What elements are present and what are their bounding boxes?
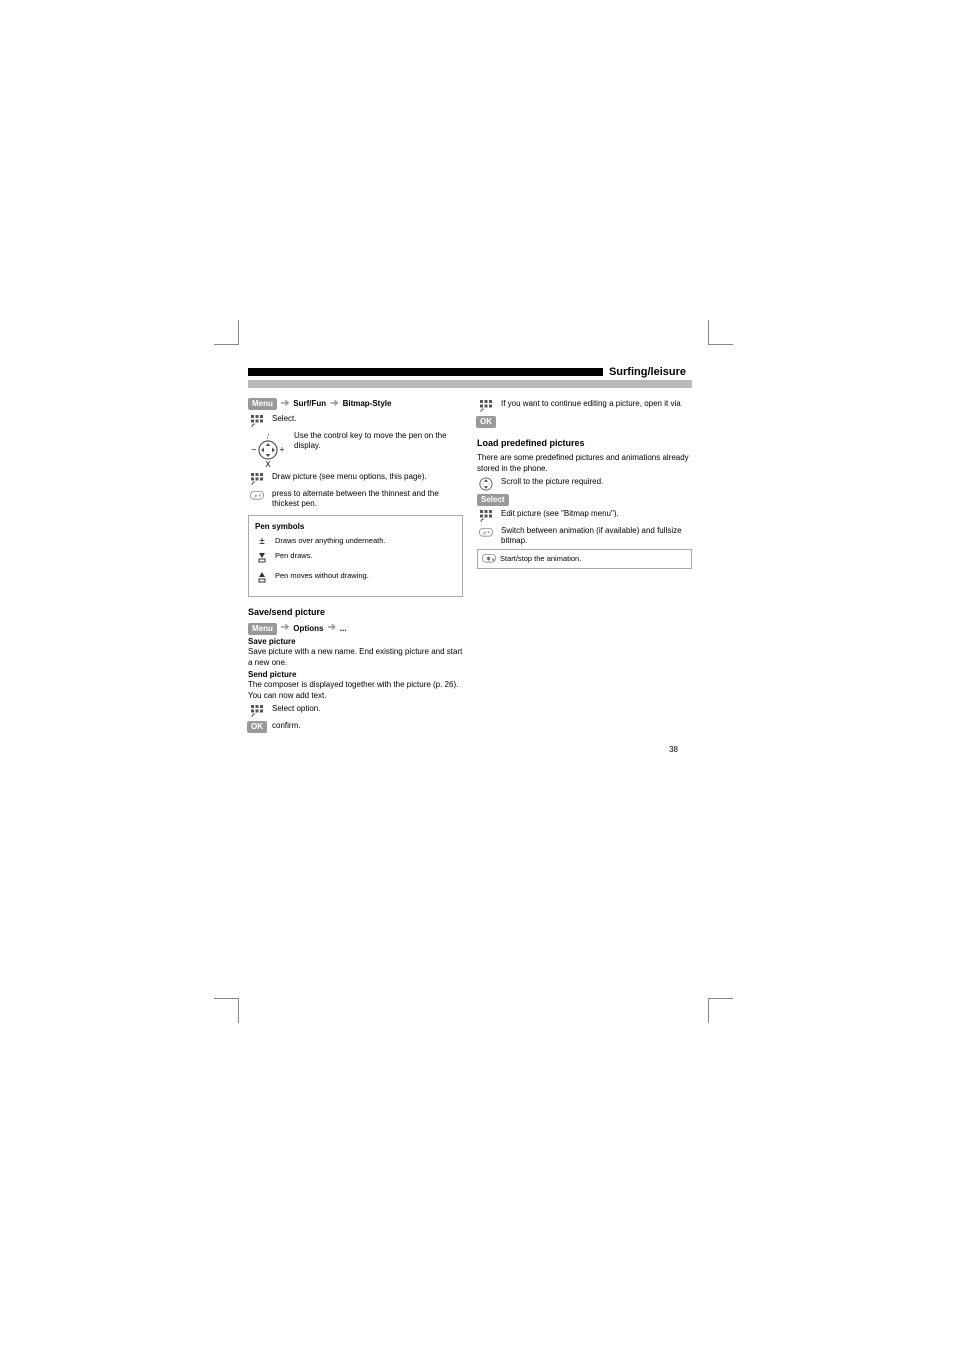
menu-path-item: Options <box>293 624 323 634</box>
menu-path-2: Menu ➔ Options ➔ ... <box>248 622 463 635</box>
pen-down-icon <box>255 551 269 568</box>
hash-key-icon[interactable]: # ⟲ <box>250 489 264 503</box>
draw-text: Draw picture (see menu options, this pag… <box>272 472 463 482</box>
menu-path-item: ... <box>340 624 347 634</box>
crop-mark-br <box>708 998 733 1023</box>
plus-minus-icon: ± <box>255 536 269 549</box>
save-picture-label: Save picture <box>248 637 296 646</box>
arrow-icon: ➔ <box>330 398 338 411</box>
send-picture-label: Send picture <box>248 670 296 679</box>
edit-text: Edit picture (see "Bitmap menu"). <box>501 509 692 519</box>
menu-grid-icon <box>250 472 264 486</box>
nav-key-icon[interactable]: / − + X <box>249 431 287 469</box>
svg-text:+: + <box>280 445 285 454</box>
star-info-box: ✱ ▲ Start/stop the animation. <box>477 549 692 569</box>
right-column: If you want to continue editing a pictur… <box>477 396 692 736</box>
crop-mark-tl <box>214 320 239 345</box>
page-title: Surfing/leisure <box>603 366 692 378</box>
hash-key-icon[interactable]: # ⟲ <box>479 526 493 540</box>
menu-grid-icon <box>479 399 493 413</box>
crop-mark-tr <box>708 320 733 345</box>
ok-confirm-text: confirm. <box>272 721 463 731</box>
menu-path-1: Menu ➔ Surf/Fun ➔ Bitmap-Style <box>248 398 463 411</box>
save-picture-text: Save picture with a new name. End existi… <box>248 647 462 666</box>
hash-text: press to alternate between the thinnest … <box>272 489 463 509</box>
menu-path-item: Bitmap-Style <box>343 399 392 409</box>
menu-button[interactable]: Menu <box>248 398 277 410</box>
pen-symbols-box: Pen symbols ± Draws over anything undern… <box>248 515 463 598</box>
pen-symbols-title: Pen symbols <box>255 522 456 532</box>
send-picture-text: The composer is displayed together with … <box>248 680 458 699</box>
load-pictures-text: There are some predefined pictures and a… <box>477 453 692 474</box>
ok-button[interactable]: OK <box>476 416 496 428</box>
pen-up-icon <box>255 571 269 588</box>
send-picture-block: Send picture The composer is displayed t… <box>248 670 463 701</box>
save-picture-block: Save picture Save picture with a new nam… <box>248 637 463 668</box>
menu-grid-icon <box>250 414 264 428</box>
load-pictures-title: Load predefined pictures <box>477 438 692 449</box>
crop-mark-bl <box>214 998 239 1023</box>
hash-text-right: Switch between animation (if available) … <box>501 526 692 546</box>
svg-text:#: # <box>483 530 486 536</box>
menu-grid-icon <box>250 704 264 718</box>
scroll-text: Scroll to the picture required. <box>501 477 692 487</box>
svg-text:#: # <box>254 493 257 499</box>
svg-text:−: − <box>252 445 257 454</box>
svg-text:⟲: ⟲ <box>258 493 262 497</box>
select-option-text: Select option. <box>272 704 463 714</box>
nav-description: Use the control key to move the pen on t… <box>294 431 463 451</box>
svg-text:▲: ▲ <box>491 556 495 561</box>
sym-up-text: Pen moves without drawing. <box>275 571 456 580</box>
sym-pm-text: Draws over anything underneath. <box>275 536 456 545</box>
svg-text:⟲: ⟲ <box>487 531 491 535</box>
svg-text:X: X <box>265 460 271 469</box>
header-bar <box>248 380 692 388</box>
arrow-icon: ➔ <box>328 622 336 635</box>
menu-grid-icon <box>479 509 493 523</box>
save-send-title: Save/send picture <box>248 607 463 618</box>
select-button[interactable]: Select <box>477 494 509 506</box>
arrow-icon: ➔ <box>281 398 289 411</box>
arrow-icon: ➔ <box>281 622 289 635</box>
star-key-icon[interactable]: ✱ ▲ <box>482 552 496 566</box>
svg-text:/: / <box>267 434 269 441</box>
menu-button[interactable]: Menu <box>248 623 277 635</box>
select-label: Select. <box>272 414 463 424</box>
page-number: 38 <box>669 745 678 754</box>
star-text: Start/stop the animation. <box>500 554 581 563</box>
up-down-nav-icon[interactable] <box>479 477 493 491</box>
menu-path-item: Surf/Fun <box>293 399 326 409</box>
sym-down-text: Pen draws. <box>275 551 456 560</box>
left-column: Menu ➔ Surf/Fun ➔ Bitmap-Style Select. <box>248 396 463 736</box>
previous-text: If you want to continue editing a pictur… <box>501 399 692 409</box>
ok-button[interactable]: OK <box>247 721 267 733</box>
